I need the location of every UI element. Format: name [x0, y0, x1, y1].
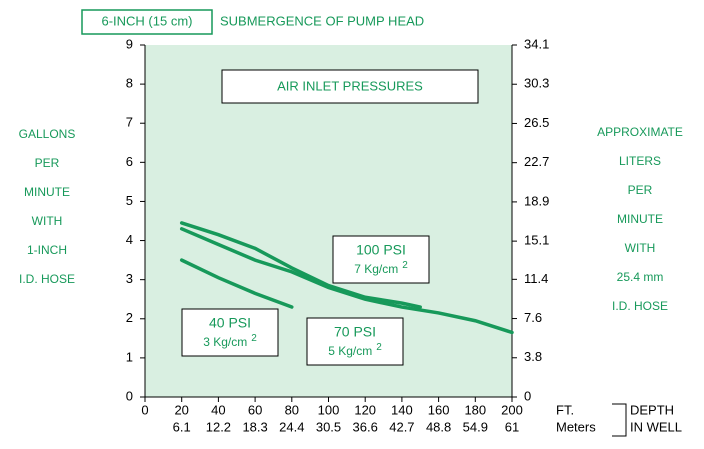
- x-tick-label: 120: [354, 402, 376, 417]
- y2-axis-label: APPROXIMATE: [597, 125, 683, 139]
- y2-tick-label: 26.5: [524, 115, 549, 130]
- x-tick-label: 40: [211, 402, 225, 417]
- y2-tick-label: 7.6: [524, 310, 542, 325]
- y-tick-label: 9: [126, 36, 133, 51]
- x2-tick-label: 48.8: [426, 419, 451, 434]
- series-metric-sup: 2: [251, 333, 257, 344]
- y-tick-label: 4: [126, 232, 133, 247]
- y2-axis-label: 25.4 mm: [617, 270, 664, 284]
- y2-tick-label: 0: [524, 388, 531, 403]
- x2-tick-label: 54.9: [463, 419, 488, 434]
- series-line: [179, 258, 294, 309]
- y2-tick-label: 34.1: [524, 36, 549, 51]
- y-tick-label: 2: [126, 310, 133, 325]
- series-metric-text: 3 Kg/cm: [203, 335, 247, 349]
- series-label-box: [332, 235, 430, 284]
- y-axis-label: WITH: [32, 214, 63, 228]
- y-axis-label: PER: [35, 156, 60, 170]
- y2-tick-label: 18.9: [524, 193, 549, 208]
- x-tick-label: 160: [428, 402, 450, 417]
- depth-label: DEPTH: [630, 402, 674, 417]
- y2-tick-label: 22.7: [524, 154, 549, 169]
- series-name: 100 PSI: [356, 242, 406, 258]
- y-tick-label: 3: [126, 271, 133, 286]
- chart-title: SUBMERGENCE OF PUMP HEAD: [220, 13, 424, 28]
- y-tick-label: 8: [126, 76, 133, 91]
- y2-axis-label: WITH: [625, 241, 656, 255]
- y2-tick-label: 3.8: [524, 349, 542, 364]
- series-metric: 7 Kg/cm 2: [354, 260, 408, 277]
- y2-axis-label: I.D. HOSE: [612, 299, 668, 313]
- x2-tick-label: 61: [505, 419, 519, 434]
- series-metric-sup: 2: [376, 342, 382, 353]
- y-axis-label: MINUTE: [24, 185, 70, 199]
- x2-tick-label: 24.4: [279, 419, 304, 434]
- header-box: [81, 9, 213, 35]
- y-axis-label: GALLONS: [19, 127, 76, 141]
- chart-subtitle: AIR INLET PRESSURES: [277, 78, 423, 93]
- y-tick-label: 1: [126, 349, 133, 364]
- x2-tick-label: 12.2: [206, 419, 231, 434]
- x-tick-label: 140: [391, 402, 413, 417]
- header-box-text: 6-INCH (15 cm): [101, 13, 192, 28]
- y2-tick-label: 15.1: [524, 233, 549, 248]
- y-tick-label: 6: [126, 154, 133, 169]
- series-name: 70 PSI: [334, 324, 376, 340]
- x-tick-label: 0: [141, 402, 148, 417]
- series-name: 40 PSI: [209, 315, 251, 331]
- subtitle-box: [221, 69, 479, 104]
- series-label-box: [306, 317, 404, 366]
- y2-axis-label: LITERS: [619, 154, 661, 168]
- x2-axis-label: Meters: [556, 419, 596, 434]
- x2-tick-label: 36.6: [353, 419, 378, 434]
- y-tick-label: 0: [126, 388, 133, 403]
- series-metric-text: 7 Kg/cm: [354, 262, 398, 276]
- x-axis-label: FT.: [556, 402, 574, 417]
- series-label-box: [181, 308, 279, 357]
- x-tick-label: 180: [464, 402, 486, 417]
- series-line: [179, 227, 514, 335]
- series-metric: 5 Kg/cm 2: [328, 342, 382, 359]
- x-tick-label: 20: [174, 402, 188, 417]
- y-tick-label: 5: [126, 193, 133, 208]
- x2-tick-label: 6.1: [173, 419, 191, 434]
- y-tick-label: 7: [126, 115, 133, 130]
- x-tick-label: 60: [248, 402, 262, 417]
- y-axis-label: 1-INCH: [27, 243, 67, 257]
- series-metric-text: 5 Kg/cm: [328, 344, 372, 358]
- y2-axis-label: MINUTE: [617, 212, 663, 226]
- y2-tick-label: 30.3: [524, 76, 549, 91]
- x2-tick-label: 42.7: [389, 419, 414, 434]
- y2-axis-label: PER: [628, 183, 653, 197]
- x2-tick-label: 30.5: [316, 419, 341, 434]
- series-metric-sup: 2: [402, 260, 408, 271]
- x-tick-label: 200: [501, 402, 523, 417]
- x-tick-label: 80: [285, 402, 299, 417]
- y2-tick-label: 11.4: [524, 271, 548, 286]
- depth-label: IN WELL: [630, 419, 682, 434]
- y-axis-label: I.D. HOSE: [19, 272, 75, 286]
- series-line: [179, 221, 422, 309]
- x-tick-label: 100: [318, 402, 340, 417]
- x2-tick-label: 18.3: [242, 419, 267, 434]
- series-metric: 3 Kg/cm 2: [203, 333, 257, 350]
- depth-bracket: [612, 403, 627, 437]
